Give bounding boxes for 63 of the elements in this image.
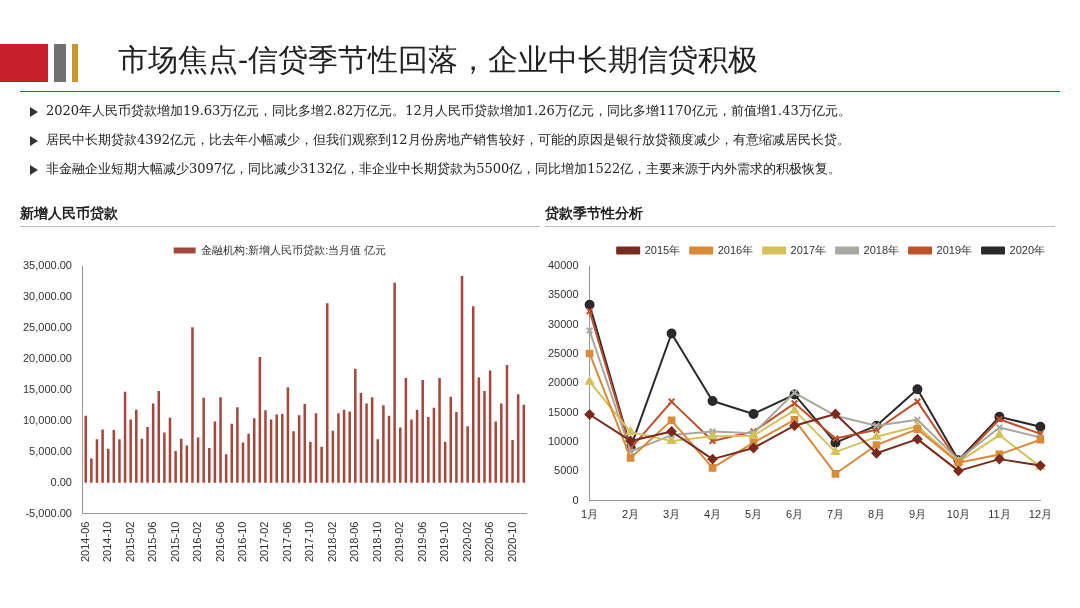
x-tick-label: 9月 (908, 508, 926, 521)
x-tick-label: 11月 (988, 508, 1011, 521)
legend-label: 2020年 (1009, 243, 1046, 256)
text: 居民中长期贷款4392亿元，比去年小幅减少，但我们观察到12月份房地产销售较好，可能的原因是银行放贷额度减少，有意缩减居民长贷。 (46, 132, 850, 147)
x-tick-label: 1月 (581, 508, 599, 521)
y-tick-label: 5000 (554, 464, 579, 477)
x-tick-label: 2015-06 (146, 521, 159, 563)
x-tick-label: 12月 (1028, 508, 1053, 521)
x-tick-label: 2017-10 (303, 521, 316, 563)
x-tick-label: 2016-10 (236, 521, 249, 563)
x-tick-label: 2019-06 (415, 521, 428, 563)
x-tick-label: 2月 (622, 508, 640, 521)
legend-label: 2015年 (644, 243, 681, 256)
x-tick-label: 8月 (867, 508, 886, 521)
x-tick-label: 2020-06 (483, 521, 496, 563)
x-tick-label: 2015-02 (123, 521, 136, 563)
x-tick-label: 2020-02 (460, 521, 473, 563)
y-tick-label: 30000 (547, 317, 579, 330)
x-tick-label: 2017-06 (280, 521, 293, 563)
x-tick-label: 4月 (703, 508, 722, 521)
x-tick-label: 10月 (946, 508, 971, 521)
text: 非金融企业短期大幅减少3097亿，同比减少3132亿，非企业中长期贷款为5500亿，同比增加1522亿，主要来源于内外需求的积极恢复。 (46, 161, 842, 176)
legend-label: 2017年 (790, 243, 827, 256)
legend-label: 2016年 (717, 243, 754, 256)
x-tick-label: 6月 (785, 508, 804, 521)
x-tick-label: 7月 (826, 508, 845, 521)
x-tick-label: 2015-10 (168, 521, 181, 563)
y-tick-label: 40000 (547, 259, 579, 272)
x-tick-label: 2020-10 (505, 521, 518, 563)
y-tick-label: 20000 (547, 376, 579, 389)
x-tick-label: 2019-10 (438, 521, 451, 563)
x-tick-label: 2014-06 (78, 521, 91, 563)
x-tick-label: 2018-02 (325, 521, 338, 563)
y-tick-label: 0 (572, 493, 579, 506)
y-tick-label: -5,000.00 (25, 506, 72, 519)
x-tick-label: 5月 (744, 508, 763, 521)
y-tick-label: 25000 (547, 347, 579, 360)
y-tick-label: 10000 (547, 435, 579, 448)
x-tick-label: 2016-02 (191, 521, 204, 563)
chart-title: 贷款季节性分析 (545, 205, 1055, 227)
chart-title: 新增人民币贷款 (20, 205, 540, 227)
legend-label: 金融机构:新增人民币贷款:当月值 亿元 (201, 243, 387, 256)
y-tick-label: 30,000.00 (23, 289, 72, 302)
text: 2020年人民币贷款增加19.63万亿元，同比多增2.82万亿元。12月人民币贷款增加1.26万亿元，同比多增1170亿元，前值增1.43万亿元。 (46, 103, 851, 118)
x-tick-label: 2014-10 (101, 521, 114, 563)
y-tick-label: 15000 (547, 405, 579, 418)
x-tick-label: 2018-10 (370, 521, 383, 563)
x-tick-label: 2019-02 (393, 521, 406, 563)
x-tick-label: 2018-06 (348, 521, 361, 563)
legend-label: 2018年 (863, 243, 900, 256)
y-tick-label: 35,000.00 (23, 259, 72, 272)
x-tick-label: 2016-06 (213, 521, 226, 563)
x-tick-label: 3月 (662, 508, 681, 521)
y-tick-label: 35000 (547, 288, 579, 301)
text: 市场焦点-信贷季节性回落，企业中长期信贷积极 (118, 41, 759, 79)
legend-label: 2019年 (936, 243, 973, 256)
y-tick-label: 10,000.00 (23, 413, 72, 426)
y-tick-label: 0.00 (50, 475, 72, 488)
y-tick-label: 20,000.00 (23, 351, 72, 364)
y-tick-label: 5,000.00 (29, 444, 72, 457)
y-tick-label: 15,000.00 (23, 382, 72, 395)
x-tick-label: 2017-02 (258, 521, 271, 563)
y-tick-label: 25,000.00 (23, 320, 72, 333)
